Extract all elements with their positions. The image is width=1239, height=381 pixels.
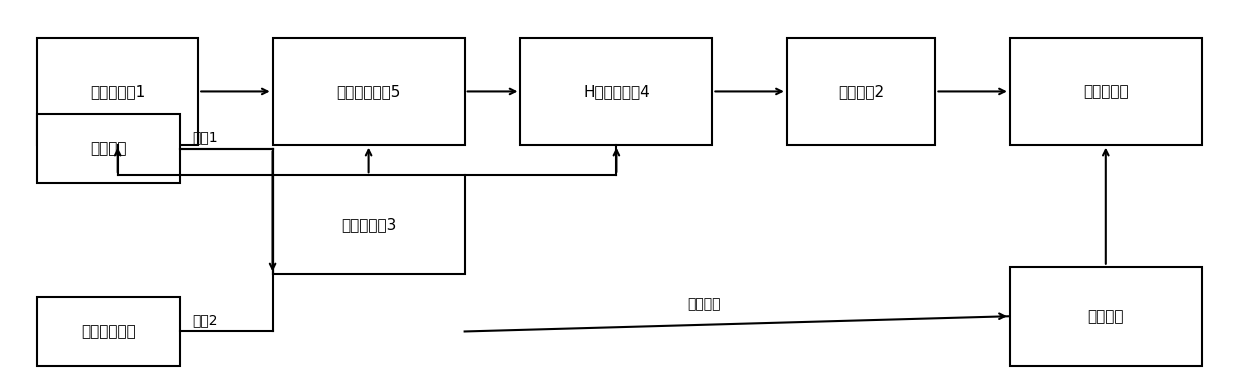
FancyBboxPatch shape (273, 38, 465, 145)
FancyBboxPatch shape (273, 175, 465, 274)
Text: 遮阳窗模组: 遮阳窗模组 (1083, 84, 1129, 99)
Text: 开关指令: 开关指令 (688, 298, 721, 312)
FancyBboxPatch shape (1010, 38, 1202, 145)
Text: 指令2: 指令2 (192, 313, 218, 327)
FancyBboxPatch shape (37, 114, 180, 183)
Text: H桥控制模块4: H桥控制模块4 (584, 84, 649, 99)
Text: 恒压源模块1: 恒压源模块1 (90, 84, 145, 99)
FancyBboxPatch shape (520, 38, 712, 145)
Text: 电压调节模块5: 电压调节模块5 (337, 84, 400, 99)
Text: 指令1: 指令1 (192, 130, 218, 144)
Text: 传感模块: 传感模块 (90, 141, 126, 156)
FancyBboxPatch shape (1010, 267, 1202, 366)
Text: 人机交互模块: 人机交互模块 (81, 324, 136, 339)
Text: 恒流模块2: 恒流模块2 (838, 84, 885, 99)
Text: 开关模组: 开关模组 (1088, 309, 1124, 324)
FancyBboxPatch shape (787, 38, 935, 145)
FancyBboxPatch shape (37, 38, 198, 145)
Text: 处理器模块3: 处理器模块3 (341, 217, 396, 232)
FancyBboxPatch shape (37, 297, 180, 366)
